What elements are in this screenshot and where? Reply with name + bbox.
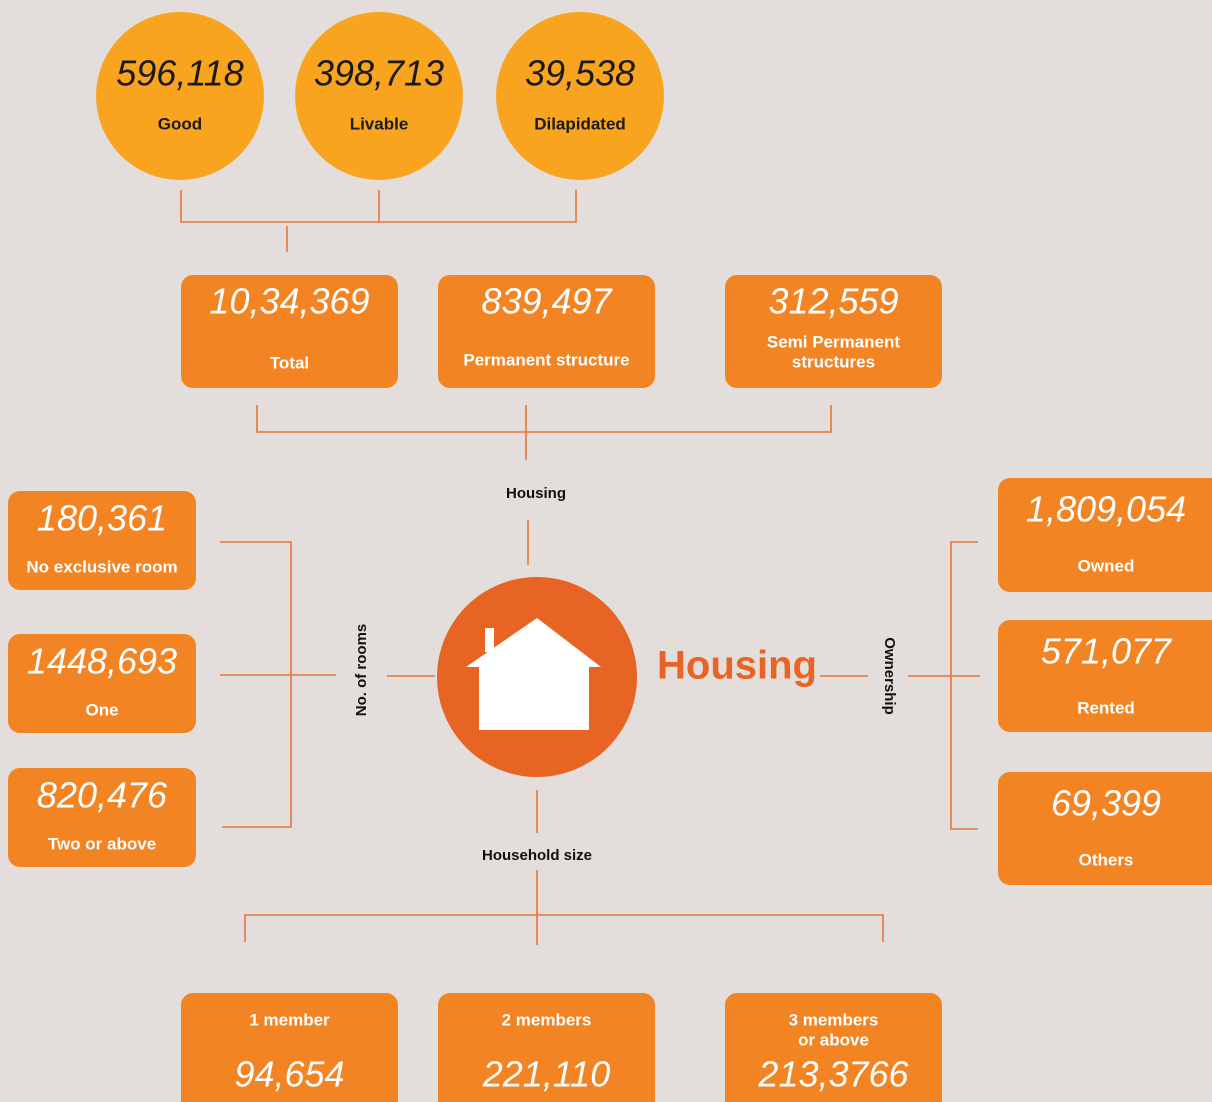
condition-value: 596,118 [116,53,243,94]
condition-label: Good [158,114,202,133]
ownership-box [998,620,1212,732]
ownership-value: 69,399 [1051,783,1161,824]
house-icon [466,618,601,730]
rooms-value: 180,361 [37,498,167,539]
condition-label: Dilapidated [534,114,626,133]
ownership-label: Others [1079,850,1134,869]
rooms-box [8,491,196,590]
household-box [438,993,655,1102]
structure-value: 10,34,369 [209,281,369,322]
rooms-value: 820,476 [37,775,168,816]
condition-circle [295,12,463,180]
branch-label: Ownership [881,637,898,715]
ownership-label: Owned [1078,556,1135,575]
rooms-value: 1448,693 [27,641,177,682]
branch-label: Household size [482,847,592,864]
rooms-label: One [85,700,118,719]
structure-label: Semi Permanent [767,332,901,351]
rooms-label: Two or above [48,834,156,853]
roof [466,618,601,667]
household-label: 3 members [789,1010,879,1029]
connector-ownership [820,541,980,830]
condition-circle [496,12,664,180]
structure-box [725,275,942,388]
household-label: 1 member [249,1010,330,1029]
household-box [181,993,398,1102]
condition-value: 398,713 [314,53,444,94]
household-value: 221,110 [482,1054,610,1095]
branch-label: No. of rooms [353,624,370,717]
ownership-value: 571,077 [1041,631,1173,672]
structure-box [438,275,655,388]
ownership-box [998,478,1212,592]
household-box [725,993,942,1102]
structure-label: structures [792,352,875,371]
ownership-value: 1,809,054 [1026,489,1186,530]
branch-label: Housing [506,485,566,502]
household-label: 2 members [502,1010,592,1029]
connector-household [244,790,884,945]
household-label: or above [798,1030,869,1049]
household-value: 213,3766 [757,1054,909,1095]
ownership-label: Rented [1077,698,1135,717]
condition-value: 39,538 [525,53,635,94]
connector-top [180,190,577,252]
connector-rooms [220,541,435,828]
hub-title: Housing [657,644,817,688]
rooms-label: No exclusive room [26,557,177,576]
structure-value: 839,497 [481,281,613,322]
connectors [180,190,980,945]
rooms-box [8,634,196,733]
structure-value: 312,559 [768,281,898,322]
structure-box [181,275,398,388]
structure-label: Permanent structure [463,350,629,369]
household-value: 94,654 [234,1054,344,1095]
condition-circle [96,12,264,180]
connector-structure [256,405,832,460]
chimney [485,628,494,652]
condition-label: Livable [350,114,409,133]
rooms-box [8,768,196,867]
house-body [479,660,589,730]
ownership-box [998,772,1212,885]
structure-label: Total [270,353,309,372]
